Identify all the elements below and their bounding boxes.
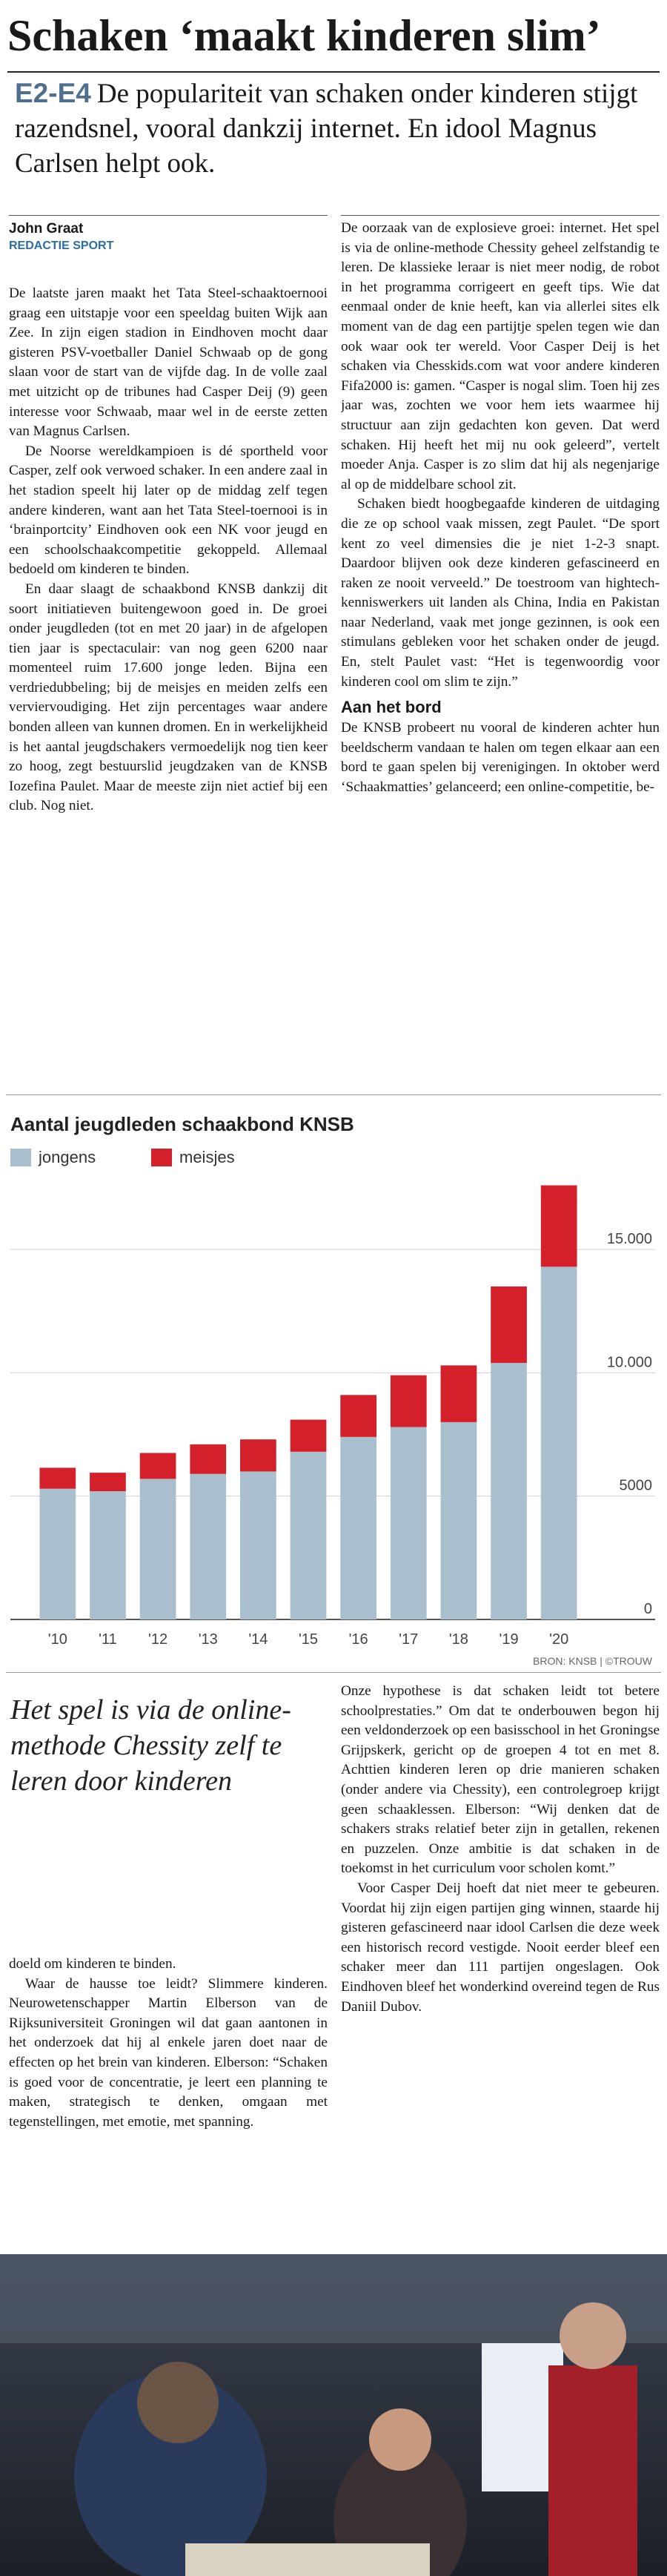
bar-segment — [90, 1491, 126, 1619]
bar-segment — [440, 1365, 477, 1422]
bar-segment — [390, 1375, 427, 1427]
pull-quote: Het spel is via de online-methode Chessi… — [10, 1694, 291, 1797]
author: John Graat — [9, 221, 84, 237]
y-tick-label: 15.000 — [607, 1231, 652, 1247]
legend-label: jongens — [38, 1148, 96, 1166]
photo-head — [369, 2408, 431, 2471]
bar-segment — [240, 1439, 276, 1472]
paragraph: De Noorse wereldkampioen is dé sportheld… — [9, 443, 328, 578]
chart-source: BRON: KNSB | ©TROUW — [533, 1655, 653, 1667]
body: De laatste jaren maakt het Tata Steel-sc… — [9, 284, 328, 816]
body: doeld om kinderen te binden. Waar de haus… — [9, 1955, 328, 2132]
photo — [0, 2254, 667, 2576]
photo-player — [74, 2373, 267, 2576]
paragraph: Waar de hausse toe leidt? Slimmere kinde… — [9, 1975, 328, 2130]
bar-segment — [540, 1185, 577, 1267]
department: REDACTIE SPORT — [9, 240, 114, 252]
x-tick-label: '18 — [449, 1631, 468, 1648]
lead-text: De populariteit van schaken onder kinder… — [15, 79, 638, 179]
x-tick-label: '15 — [299, 1631, 318, 1648]
chart-title: Aantal jeugdleden schaakbond KNSB — [10, 1113, 354, 1135]
column: De oorzaak van de explosieve groei: inte… — [341, 215, 660, 1094]
bar-segment — [139, 1453, 176, 1479]
bar-segment — [39, 1488, 76, 1619]
x-tick-label: '16 — [349, 1631, 368, 1648]
y-tick-label: 0 — [644, 1601, 652, 1617]
x-tick-label: '13 — [199, 1631, 218, 1648]
column: doeld om kinderen te binden. Waar de haus… — [9, 1955, 328, 2251]
photo-head — [560, 2302, 626, 2369]
x-tick-label: '10 — [48, 1631, 67, 1648]
subheading: Aan het bord — [341, 698, 442, 717]
headline: Schaken ‘maakt kinderen slim’ — [7, 3, 660, 73]
bar-segment — [340, 1436, 376, 1619]
x-tick-label: '20 — [549, 1631, 568, 1648]
photo-head — [137, 2362, 219, 2443]
lead: E2-E4 De populariteit van schaken onder k… — [15, 76, 654, 181]
bar-segment — [139, 1479, 176, 1619]
bar-segment — [90, 1473, 126, 1492]
photo-child — [334, 2440, 467, 2576]
bar-segment — [440, 1421, 477, 1619]
paragraph: Schaken biedt hoogbegaafde kinderen de u… — [341, 496, 660, 690]
photo-ceiling — [0, 2254, 667, 2343]
bar-segment — [190, 1473, 227, 1619]
paragraph: Voor Casper Deij hoeft dat niet meer te … — [341, 1880, 660, 2015]
photo-chessboard — [185, 2543, 430, 2576]
x-tick-label: '17 — [399, 1631, 418, 1648]
paragraph: De oorzaak van de explosieve groei: inte… — [341, 220, 660, 492]
byline: John Graat REDACTIE SPORT — [9, 215, 328, 254]
body: De KNSB probeert nu vooral de kinderen a… — [341, 719, 660, 797]
kicker: E2-E4 — [15, 78, 91, 108]
bar-segment — [491, 1363, 527, 1619]
bar-segment — [290, 1451, 327, 1619]
body: De oorzaak van de explosieve groei: inte… — [341, 219, 660, 692]
bar-segment — [491, 1286, 527, 1364]
paragraph: De KNSB probeert nu vooral de kinderen a… — [341, 720, 660, 796]
paragraph: En daar slaagt de schaakbond KNSB dankzi… — [9, 581, 328, 814]
bar-segment — [290, 1419, 327, 1452]
bar-segment — [240, 1471, 276, 1619]
bar-segment — [540, 1266, 577, 1619]
paragraph: doeld om kinderen te binden. — [9, 1956, 176, 1972]
y-tick-label: 5000 — [620, 1478, 653, 1494]
bar-segment — [340, 1395, 376, 1437]
body: Onze hypothese is dat schaken leidt tot … — [341, 1682, 660, 2017]
legend-swatch — [151, 1149, 172, 1166]
y-tick-label: 10.000 — [607, 1354, 652, 1370]
x-tick-label: '11 — [99, 1631, 117, 1648]
bar-segment — [190, 1444, 227, 1474]
legend-label: meisjes — [179, 1148, 235, 1166]
paragraph: De laatste jaren maakt het Tata Steel-sc… — [9, 285, 328, 440]
legend-swatch — [10, 1149, 31, 1166]
x-tick-label: '19 — [500, 1631, 519, 1648]
x-tick-label: '12 — [148, 1631, 167, 1648]
column: Onze hypothese is dat schaken leidt tot … — [341, 1682, 660, 2251]
bar-segment — [39, 1467, 76, 1489]
bar-segment — [390, 1427, 427, 1619]
column: John Graat REDACTIE SPORT De laatste jar… — [9, 215, 328, 1090]
x-tick-label: '14 — [248, 1631, 268, 1648]
photo-standing-man — [548, 2365, 637, 2576]
paragraph: Onze hypothese is dat schaken leidt tot … — [341, 1683, 660, 1877]
chart: Aantal jeugdleden schaakbond KNSB jongens… — [6, 1094, 661, 1673]
